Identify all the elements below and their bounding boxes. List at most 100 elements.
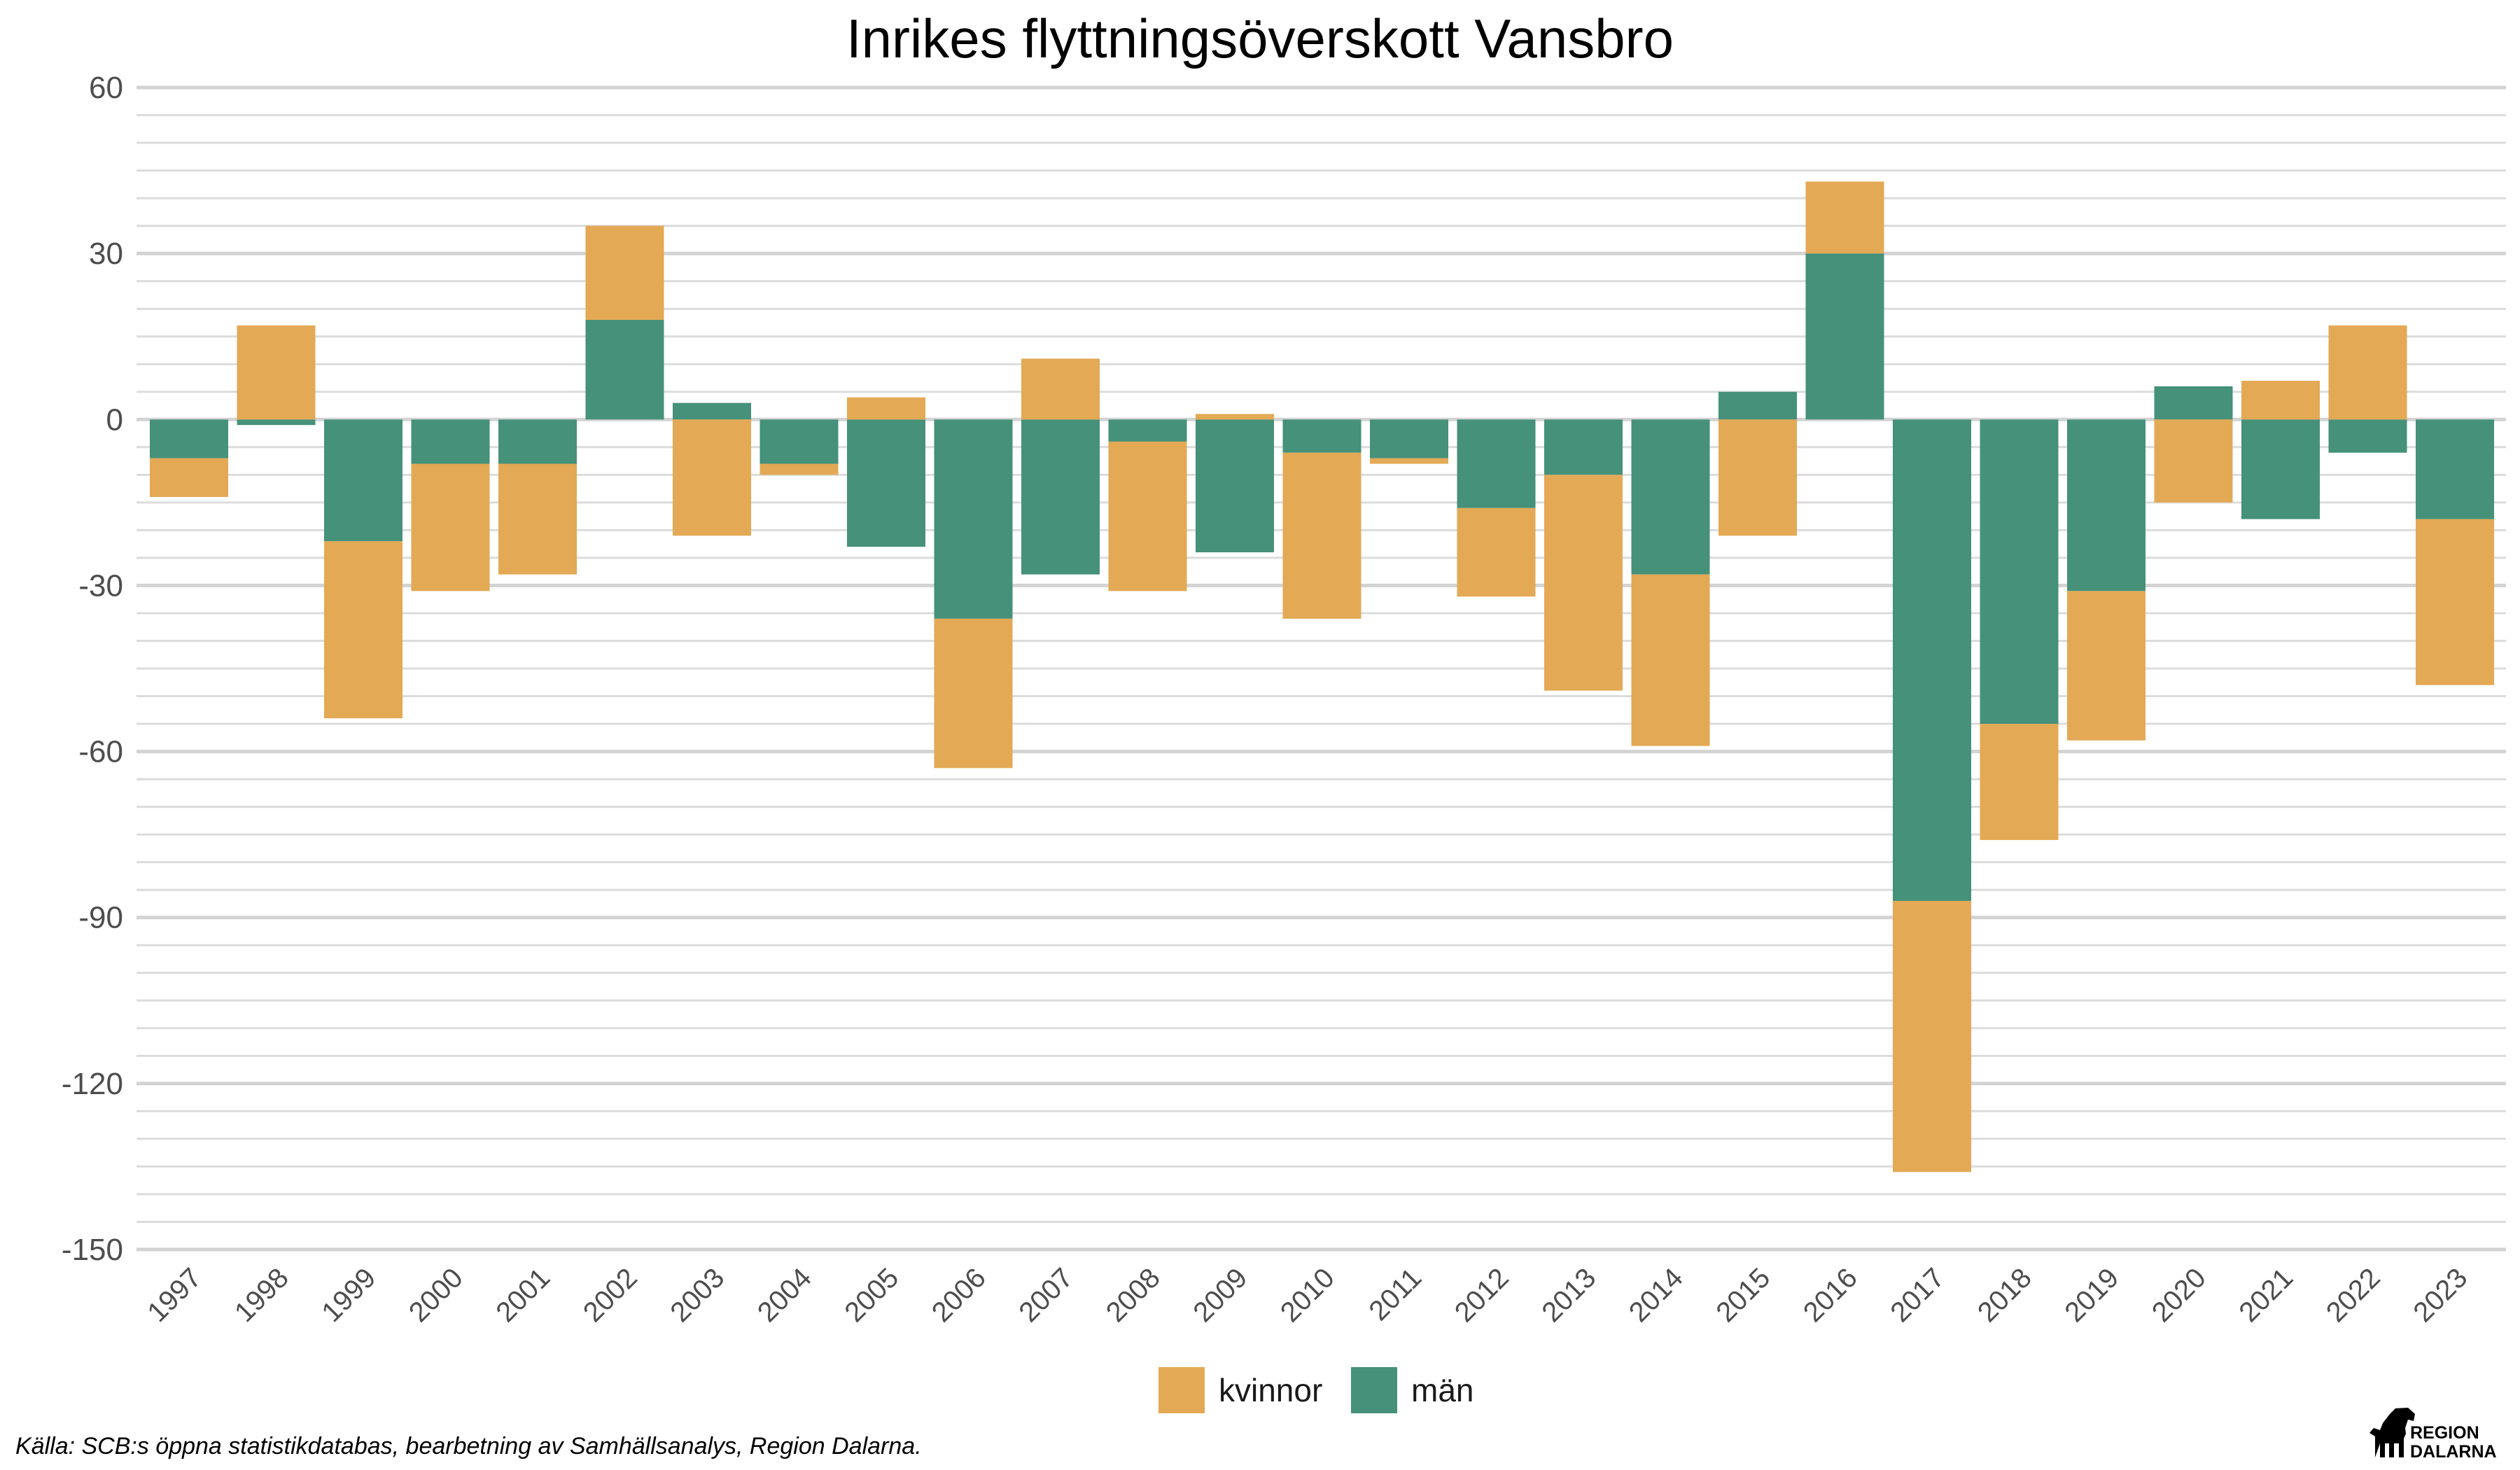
bar-man-2000	[411, 419, 490, 464]
bar-man-2002	[585, 320, 664, 420]
x-tick-label: 2011	[1363, 1262, 1427, 1326]
bar-kvinnor-2015	[1718, 419, 1797, 536]
bar-kvinnor-2017	[1893, 901, 1971, 1172]
y-tick-label: -150	[62, 1233, 123, 1267]
bar-kvinnor-2008	[1108, 441, 1187, 592]
legend-swatch-kvinnor	[1158, 1367, 1205, 1413]
bar-man-2016	[1805, 253, 1884, 420]
y-tick-label: -30	[78, 568, 123, 603]
y-tick-label: -60	[78, 735, 123, 769]
y-axis-ticks: 60 30 0 -30 -60 -90 -120 -150	[62, 71, 123, 1267]
bar-man-2023	[2416, 419, 2494, 519]
bar-man-2010	[1282, 419, 1362, 453]
bar-man-2005	[847, 419, 925, 547]
bar-kvinnor-2014	[1631, 574, 1710, 746]
bar-kvinnor-1999	[324, 541, 402, 719]
x-tick-label: 2012	[1449, 1262, 1515, 1328]
x-tick-label: 2021	[2233, 1262, 2299, 1328]
legend-swatch-man	[1351, 1367, 1397, 1413]
bar-kvinnor-2020	[2154, 419, 2233, 503]
bar-kvinnor-2021	[2241, 380, 2320, 420]
legend: kvinnor män	[1158, 1367, 1474, 1413]
x-tick-label: 2013	[1536, 1262, 1602, 1328]
x-tick-label: 2017	[1884, 1262, 1950, 1328]
bar-man-1997	[150, 419, 228, 458]
x-tick-label: 2014	[1623, 1262, 1689, 1328]
bar-man-2004	[760, 419, 839, 464]
bar-kvinnor-2005	[847, 397, 925, 420]
y-tick-label: 60	[89, 71, 123, 105]
bar-man-2008	[1108, 419, 1187, 442]
bar-man-2017	[1893, 419, 1971, 901]
bar-man-2019	[2067, 419, 2146, 592]
x-tick-label: 2018	[1972, 1262, 2038, 1328]
bar-kvinnor-2019	[2067, 591, 2146, 741]
legend-label-man: män	[1411, 1372, 1474, 1408]
x-tick-label: 2008	[1100, 1262, 1166, 1328]
y-tick-label: -120	[62, 1067, 123, 1101]
bar-man-2003	[673, 402, 751, 420]
x-tick-label: 2004	[752, 1262, 818, 1328]
chart-title: Inrikes flyttningsöverskott Vansbro	[846, 8, 1674, 69]
bar-man-2006	[934, 419, 1013, 619]
bar-kvinnor-2007	[1021, 358, 1100, 420]
bar-man-2001	[498, 419, 577, 464]
y-tick-label: 30	[89, 237, 123, 271]
bar-kvinnor-2023	[2416, 519, 2494, 685]
bar-man-2013	[1544, 419, 1623, 475]
x-tick-label: 1998	[229, 1262, 295, 1328]
bar-kvinnor-2012	[1457, 507, 1536, 597]
bar-man-2011	[1370, 419, 1448, 458]
bar-kvinnor-1997	[150, 458, 228, 497]
region-dalarna-logo: REGION DALARNA	[2370, 1408, 2497, 1462]
bar-kvinnor-2001	[498, 463, 577, 575]
x-tick-label: 1997	[141, 1262, 207, 1328]
x-tick-label: 2003	[664, 1262, 730, 1328]
bar-kvinnor-2004	[760, 463, 839, 475]
bar-man-2009	[1196, 419, 1274, 552]
x-tick-label: 2005	[839, 1262, 904, 1328]
x-tick-label: 2002	[578, 1262, 643, 1328]
bar-kvinnor-2010	[1282, 452, 1362, 619]
x-tick-label: 2010	[1275, 1262, 1340, 1328]
bar-kvinnor-2002	[585, 225, 664, 320]
bar-kvinnor-2018	[1980, 724, 2059, 841]
legend-label-kvinnor: kvinnor	[1219, 1372, 1322, 1408]
bar-kvinnor-2011	[1370, 458, 1448, 464]
bar-man-2007	[1021, 419, 1100, 575]
gridlines	[136, 85, 2506, 1252]
bar-man-2022	[2328, 419, 2407, 453]
y-tick-label: -90	[78, 901, 123, 935]
source-note: Källa: SCB:s öppna statistikdatabas, bea…	[15, 1433, 922, 1460]
bar-man-2014	[1631, 419, 1710, 575]
bar-man-2018	[1980, 419, 2059, 724]
x-tick-label: 2009	[1187, 1262, 1253, 1328]
logo-text-region: REGION	[2410, 1423, 2479, 1443]
bar-kvinnor-2022	[2328, 325, 2407, 420]
bar-kvinnor-1998	[237, 325, 316, 420]
x-tick-label: 2023	[2407, 1262, 2473, 1328]
x-axis-ticks: 1997 1998 1999 2000 2001 2002 2003 2004 2005 2006…	[141, 1262, 2473, 1328]
bar-man-1998	[237, 419, 316, 426]
bar-kvinnor-2013	[1544, 475, 1623, 691]
bar-man-2020	[2154, 386, 2233, 420]
bar-man-2012	[1457, 419, 1536, 508]
x-tick-label: 2016	[1798, 1262, 1863, 1328]
bar-kvinnor-2009	[1196, 414, 1274, 420]
bar-man-1999	[324, 419, 402, 542]
bar-man-2021	[2241, 419, 2320, 519]
logo-text-dalarna: DALARNA	[2410, 1442, 2497, 1462]
x-tick-label: 2015	[1710, 1262, 1776, 1328]
x-tick-label: 1999	[316, 1262, 382, 1328]
y-tick-label: 0	[106, 402, 123, 437]
x-tick-label: 2000	[403, 1262, 469, 1328]
x-tick-label: 2006	[926, 1262, 992, 1328]
x-tick-label: 2022	[2320, 1262, 2386, 1328]
bar-man-2015	[1718, 391, 1797, 420]
x-tick-label: 2007	[1013, 1262, 1079, 1328]
dala-horse-icon	[2370, 1408, 2415, 1457]
bar-kvinnor-2000	[411, 463, 490, 592]
x-tick-label: 2001	[490, 1262, 556, 1328]
x-tick-label: 2019	[2059, 1262, 2124, 1328]
